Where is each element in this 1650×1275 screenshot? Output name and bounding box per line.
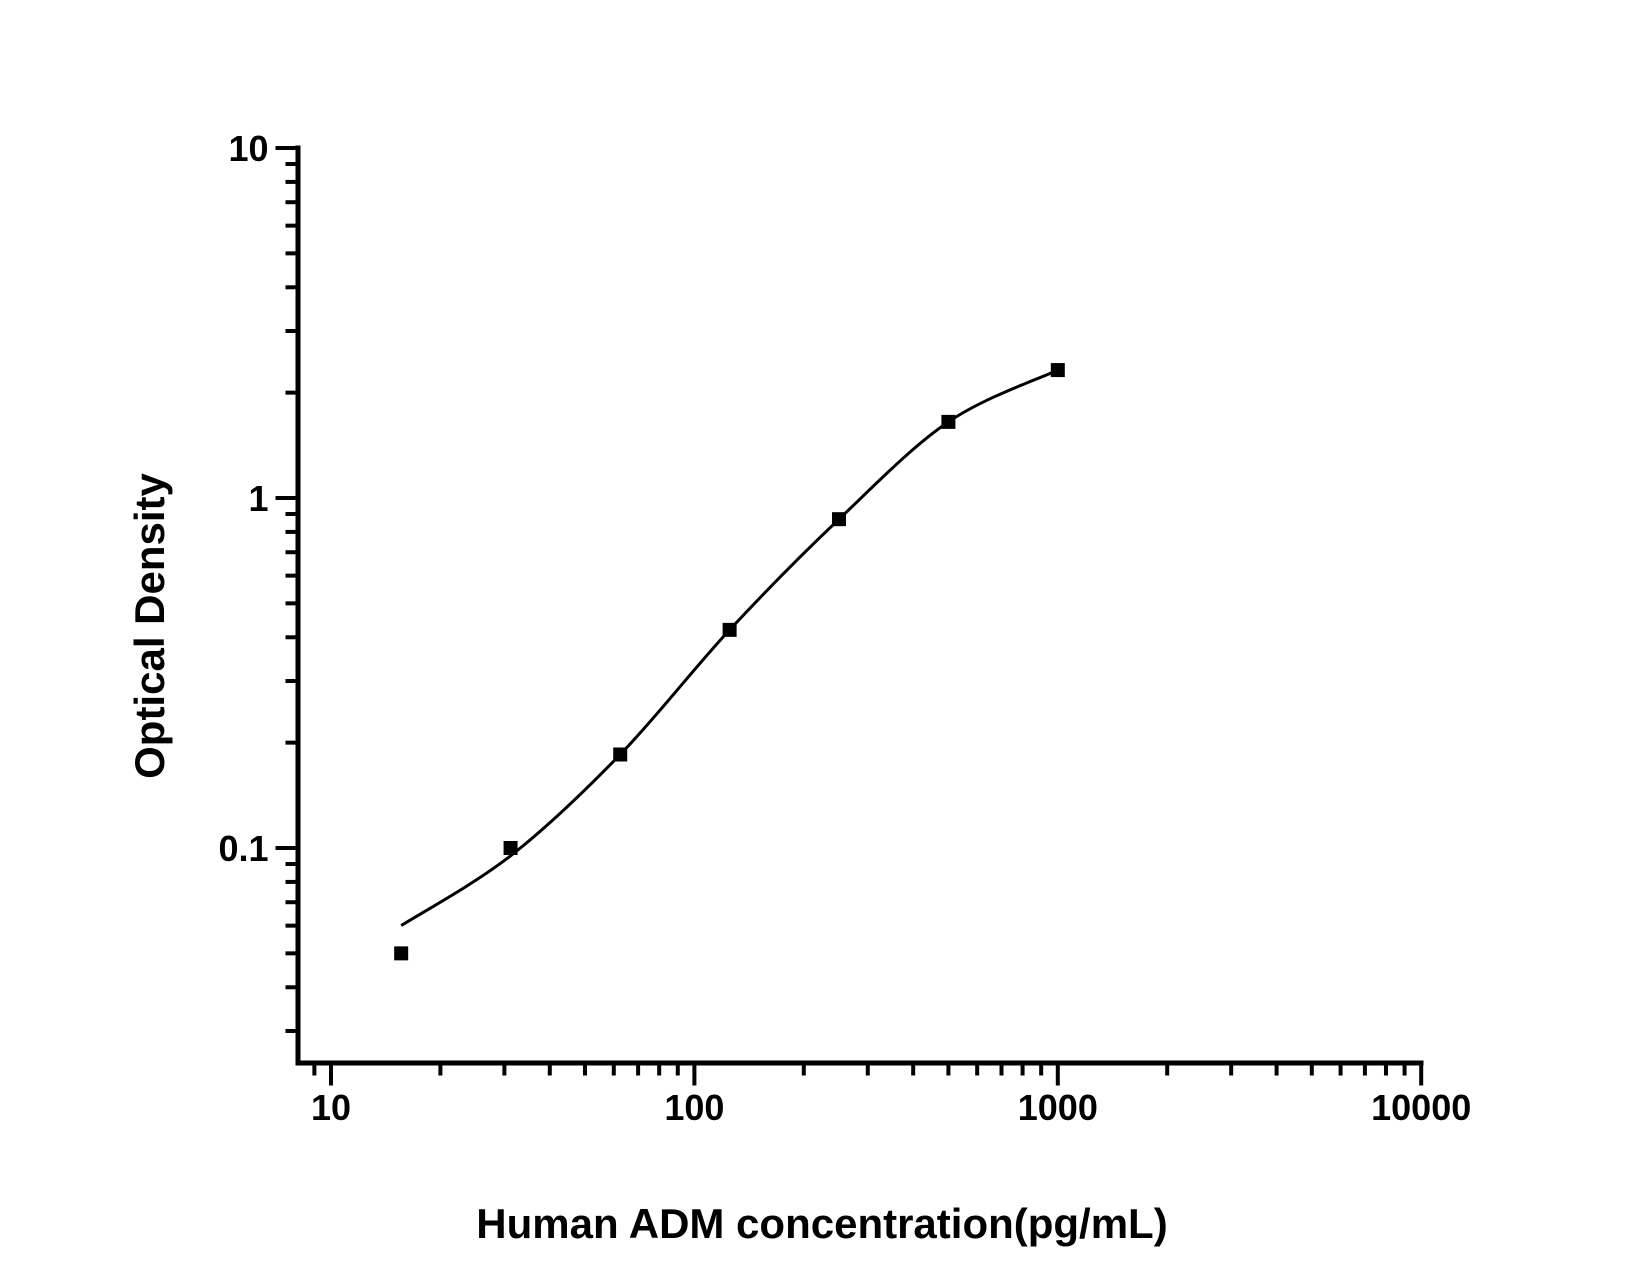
y-axis-title: Optical Density bbox=[126, 472, 173, 778]
data-point-marker bbox=[613, 747, 628, 762]
y-tick-label: 10 bbox=[228, 128, 268, 169]
data-point-marker bbox=[1050, 363, 1065, 378]
x-tick-label: 10 bbox=[311, 1087, 351, 1128]
y-tick-label: 0.1 bbox=[218, 828, 268, 869]
data-point-marker bbox=[832, 512, 847, 527]
data-point-marker bbox=[941, 414, 956, 429]
x-axis-title: Human ADM concentration(pg/mL) bbox=[476, 1200, 1167, 1247]
fit-curve bbox=[400, 368, 1059, 927]
x-tick-label: 10000 bbox=[1371, 1087, 1471, 1128]
x-tick-label: 100 bbox=[664, 1087, 724, 1128]
data-point-marker bbox=[503, 841, 518, 855]
y-tick-label: 1 bbox=[248, 478, 268, 519]
data-point-marker bbox=[722, 622, 737, 637]
x-tick-label: 1000 bbox=[1018, 1087, 1098, 1128]
data-point-marker bbox=[394, 946, 409, 961]
